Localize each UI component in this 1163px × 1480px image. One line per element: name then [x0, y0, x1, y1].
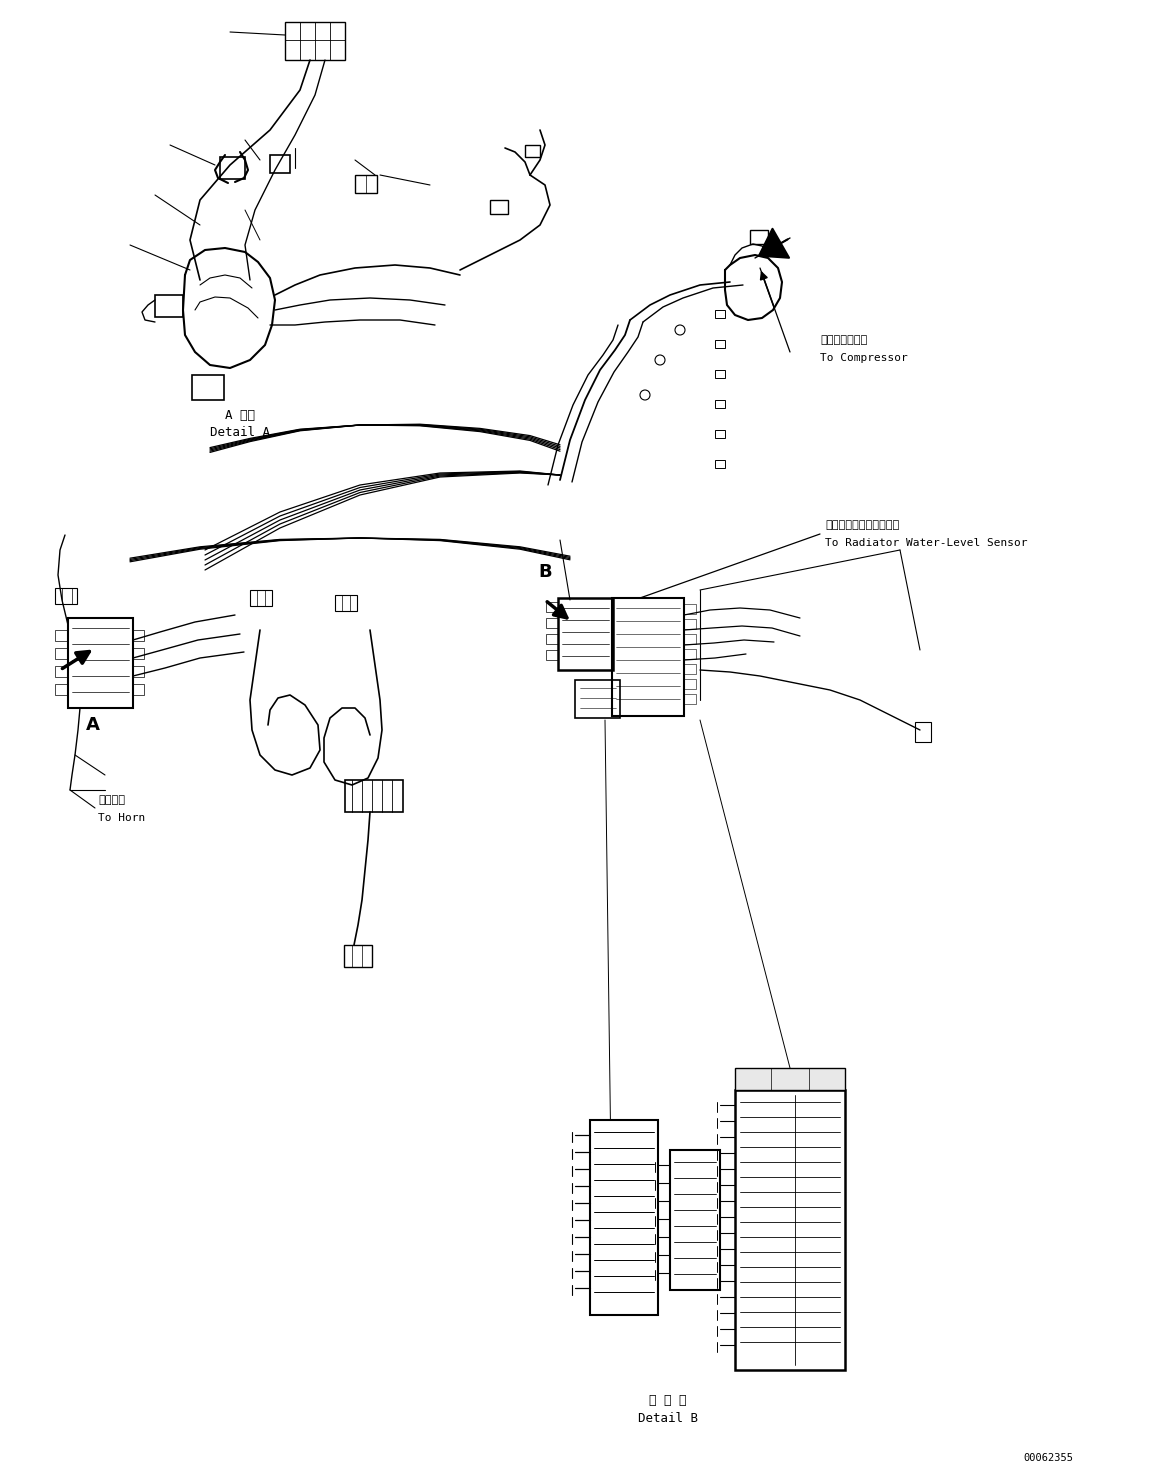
- Bar: [133, 630, 144, 641]
- Bar: [715, 370, 725, 377]
- Bar: [220, 157, 245, 179]
- Bar: [270, 155, 290, 173]
- Bar: [558, 598, 613, 670]
- Bar: [55, 648, 67, 659]
- Bar: [715, 431, 725, 438]
- Text: B: B: [538, 562, 551, 582]
- Text: To Horn: To Horn: [98, 813, 145, 823]
- Bar: [133, 648, 144, 659]
- Bar: [133, 684, 144, 696]
- Bar: [67, 619, 133, 707]
- Bar: [545, 619, 558, 628]
- Bar: [345, 780, 404, 813]
- Bar: [915, 722, 932, 741]
- Bar: [590, 1120, 658, 1316]
- Bar: [735, 1089, 846, 1370]
- Bar: [735, 1069, 846, 1089]
- Bar: [715, 309, 725, 318]
- Text: ホーンへ: ホーンへ: [98, 795, 124, 805]
- Bar: [715, 340, 725, 348]
- Bar: [612, 598, 684, 716]
- Text: Detail A: Detail A: [211, 426, 270, 438]
- Bar: [55, 684, 67, 696]
- Bar: [684, 665, 695, 673]
- Bar: [133, 666, 144, 676]
- Bar: [670, 1150, 720, 1291]
- Text: 00062355: 00062355: [1023, 1453, 1073, 1464]
- Text: To Compressor: To Compressor: [820, 354, 908, 363]
- Text: To Radiator Water-Level Sensor: To Radiator Water-Level Sensor: [825, 539, 1027, 548]
- Bar: [715, 400, 725, 408]
- Text: ラジェータ水位センサへ: ラジェータ水位センサへ: [825, 519, 899, 530]
- Bar: [335, 595, 357, 611]
- Bar: [344, 946, 372, 966]
- Bar: [250, 591, 272, 605]
- Bar: [545, 650, 558, 660]
- Text: 日 詳 細: 日 詳 細: [649, 1394, 686, 1406]
- Bar: [55, 666, 67, 676]
- Bar: [684, 604, 695, 614]
- Bar: [545, 633, 558, 644]
- Bar: [684, 633, 695, 644]
- Text: A 詳細: A 詳細: [224, 408, 255, 422]
- Bar: [525, 145, 540, 157]
- Bar: [684, 619, 695, 629]
- Bar: [355, 175, 377, 192]
- Bar: [750, 229, 768, 244]
- Bar: [55, 630, 67, 641]
- Bar: [285, 22, 345, 61]
- Bar: [684, 694, 695, 704]
- Bar: [684, 679, 695, 690]
- Bar: [575, 679, 620, 718]
- Bar: [155, 295, 183, 317]
- Bar: [715, 460, 725, 468]
- Text: A: A: [86, 716, 100, 734]
- Bar: [192, 374, 224, 400]
- Bar: [490, 200, 508, 215]
- Bar: [55, 588, 77, 604]
- Bar: [545, 602, 558, 613]
- Text: コンプレッサへ: コンプレッサへ: [820, 334, 868, 345]
- Bar: [684, 650, 695, 659]
- Text: Detail B: Detail B: [638, 1412, 698, 1424]
